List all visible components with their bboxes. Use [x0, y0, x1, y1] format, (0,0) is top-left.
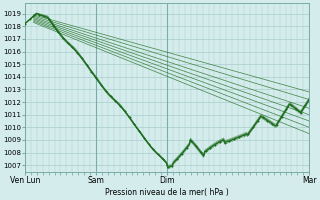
X-axis label: Pression niveau de la mer( hPa ): Pression niveau de la mer( hPa )	[105, 188, 229, 197]
